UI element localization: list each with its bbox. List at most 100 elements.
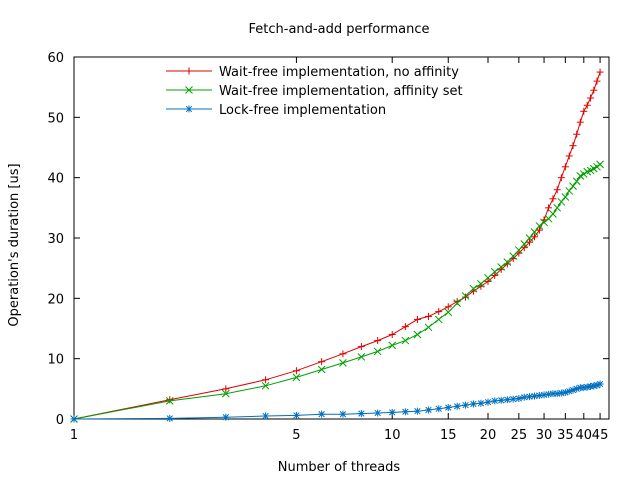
data-point [561,163,569,171]
data-point [435,405,443,413]
data-point [561,193,570,201]
data-point [357,343,365,351]
data-point [424,312,432,320]
data-point [484,277,492,285]
chart-title: Fetch-and-add performance [249,22,430,37]
data-point [515,394,523,402]
data-point [565,152,573,160]
data-point [388,341,397,350]
data-point [590,86,598,94]
x-tick-label: 40 [576,428,593,443]
data-point [339,359,347,367]
data-point [520,240,529,248]
legend-item: Lock-free implementation [166,103,386,118]
legend-label: Wait-free implementation, no affinity [219,65,459,80]
data-point [462,293,470,301]
data-point [573,130,581,138]
data-point [388,331,396,339]
series-1 [70,160,604,423]
data-point [593,77,601,85]
y-tick-label: 50 [47,111,64,126]
data-point [469,284,478,293]
data-point [596,380,604,388]
data-point [318,410,326,418]
data-point [453,402,461,410]
data-point [590,382,598,390]
data-point [569,182,577,190]
data-point [357,353,366,361]
series-line [73,164,601,420]
data-point [317,365,326,374]
y-tick-label: 0 [56,413,64,428]
data-point [292,367,300,375]
data-point [401,323,409,331]
data-point [444,308,453,317]
data-point [477,399,485,407]
data-point [491,271,499,279]
legend-label: Wait-free implementation, affinity set [219,84,463,99]
data-point [580,107,588,115]
legend: Wait-free implementation, no affinity Wai… [166,65,463,118]
data-point [424,323,433,332]
data-point [497,396,505,404]
y-tick-label: 10 [47,353,64,368]
x-axis-label: Number of threads [278,460,401,475]
legend-marker [185,67,193,75]
data-point [357,410,365,418]
data-point [587,94,595,102]
data-point [531,233,539,241]
x-tick-label: 5 [292,428,300,443]
data-point [401,336,410,345]
data-point [461,292,470,300]
series-layer [70,68,604,423]
series-0 [70,68,604,423]
data-point [553,203,562,212]
data-point [557,197,566,206]
legend-item: Wait-free implementation, no affinity [166,65,459,80]
data-point [339,350,347,358]
x-tick-label: 25 [511,428,528,443]
data-point [444,404,452,412]
y-tick-label: 30 [47,232,64,247]
data-point [165,397,174,405]
data-point [576,118,584,126]
series-2 [70,380,604,423]
data-point [261,381,270,390]
data-point [520,393,528,401]
data-point [596,160,604,169]
x-tick-label: 10 [384,428,401,443]
data-point [503,258,512,266]
data-point [262,376,270,384]
data-point [453,299,462,308]
data-point [509,395,517,403]
data-point [222,385,230,393]
legend-marker [185,86,193,94]
data-point [491,397,499,405]
data-point [413,315,421,323]
data-point [292,373,301,382]
data-point [561,388,569,396]
data-point [222,413,230,421]
data-point [462,401,470,409]
data-point [565,187,574,195]
data-point [569,142,577,150]
y-tick-label: 60 [47,51,64,66]
legend-label: Lock-free implementation [219,103,386,118]
data-point [549,195,557,203]
data-point [531,392,539,400]
data-point [497,263,506,271]
data-point [525,234,534,242]
data-point [557,174,565,182]
data-point [413,407,421,415]
data-point [292,411,300,419]
y-tick-label: 40 [47,172,64,187]
y-axis-label: Operation's duration [us] [7,163,22,326]
data-point [549,210,557,218]
data-point [374,409,382,417]
data-point [469,400,477,408]
x-tick-label: 30 [536,428,553,443]
data-point [509,252,518,260]
data-point [484,273,492,282]
